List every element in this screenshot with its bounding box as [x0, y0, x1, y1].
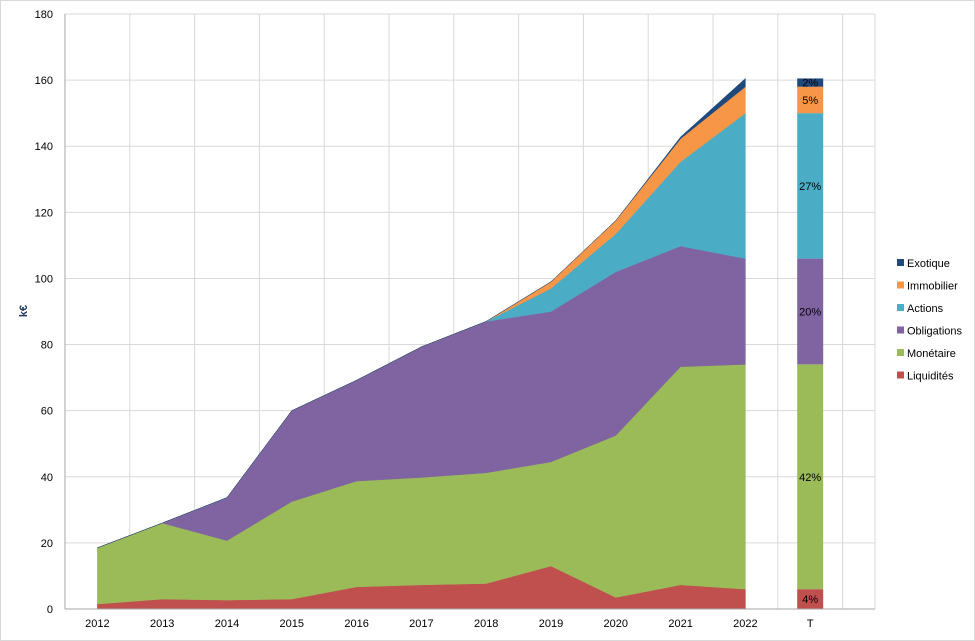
total-bar-segment-liquidités	[797, 589, 824, 609]
y-axis-label: k€	[18, 305, 30, 317]
legend-label: Exotique	[907, 258, 950, 270]
y-tick-label: 120	[35, 207, 53, 219]
legend-label: Actions	[907, 303, 944, 315]
legend-label: Liquidités	[907, 371, 954, 383]
y-tick-label: 80	[41, 340, 53, 352]
area-series	[97, 77, 746, 610]
x-tick-label: 2019	[539, 618, 563, 630]
total-bar-label: 27%	[799, 181, 821, 193]
legend-label: Obligations	[907, 326, 963, 338]
y-tick-label: 60	[41, 406, 53, 418]
y-tick-label: 180	[35, 9, 53, 21]
y-tick-label: 140	[35, 141, 53, 153]
legend-swatch-immobilier	[897, 281, 904, 289]
x-tick-label: 2014	[215, 618, 239, 630]
total-bar: 4% 42% 20% 27% 5% 2%	[797, 78, 824, 609]
legend: Exotique Immobilier Actions Obligations Moné…	[897, 258, 963, 383]
total-bar-label: 20%	[799, 307, 821, 319]
y-tick-label: 0	[47, 604, 53, 616]
total-bar-segment-immobilier	[797, 86, 824, 114]
total-bar-label: 42%	[799, 472, 821, 484]
x-tick-label: 2020	[604, 618, 628, 630]
total-bar-label: 2%	[802, 78, 818, 90]
legend-swatch-obligations	[897, 326, 904, 334]
legend-label: Monétaire	[907, 348, 956, 360]
total-bar-segment-obligations	[797, 258, 824, 365]
legend-swatch-actions	[897, 304, 904, 311]
x-tick-label: 2013	[150, 618, 174, 630]
x-tick-label: 2018	[474, 618, 498, 630]
area-exotique	[97, 77, 746, 549]
x-tick-label: 2016	[344, 618, 368, 630]
total-bar-segment-actions	[797, 113, 824, 259]
y-tick-label: 20	[41, 538, 53, 550]
total-bar-label: 5%	[802, 95, 818, 107]
x-tick-label: 2022	[733, 618, 757, 630]
y-tick-label: 40	[41, 472, 53, 484]
total-bar-segment-exotique	[797, 78, 824, 87]
x-tick-label: 2015	[280, 618, 304, 630]
x-tick-label: T	[807, 618, 814, 630]
legend-swatch-liquidités	[897, 371, 904, 379]
legend-label: Immobilier	[907, 281, 958, 293]
y-tick-label: 100	[35, 273, 53, 285]
total-bar-label: 4%	[802, 594, 818, 606]
x-tick-label: 2012	[85, 618, 109, 630]
axes: 0 20 40 60 80 100 120 140 160 180 2012 2013 2014 2015…	[35, 9, 875, 630]
y-tick-label: 160	[35, 75, 53, 87]
legend-swatch-exotique	[897, 259, 904, 266]
total-bar-segment-monétaire	[797, 364, 824, 590]
legend-swatch-monétaire	[897, 349, 904, 356]
x-tick-label: 2017	[409, 618, 433, 630]
x-tick-label: 2021	[668, 618, 692, 630]
